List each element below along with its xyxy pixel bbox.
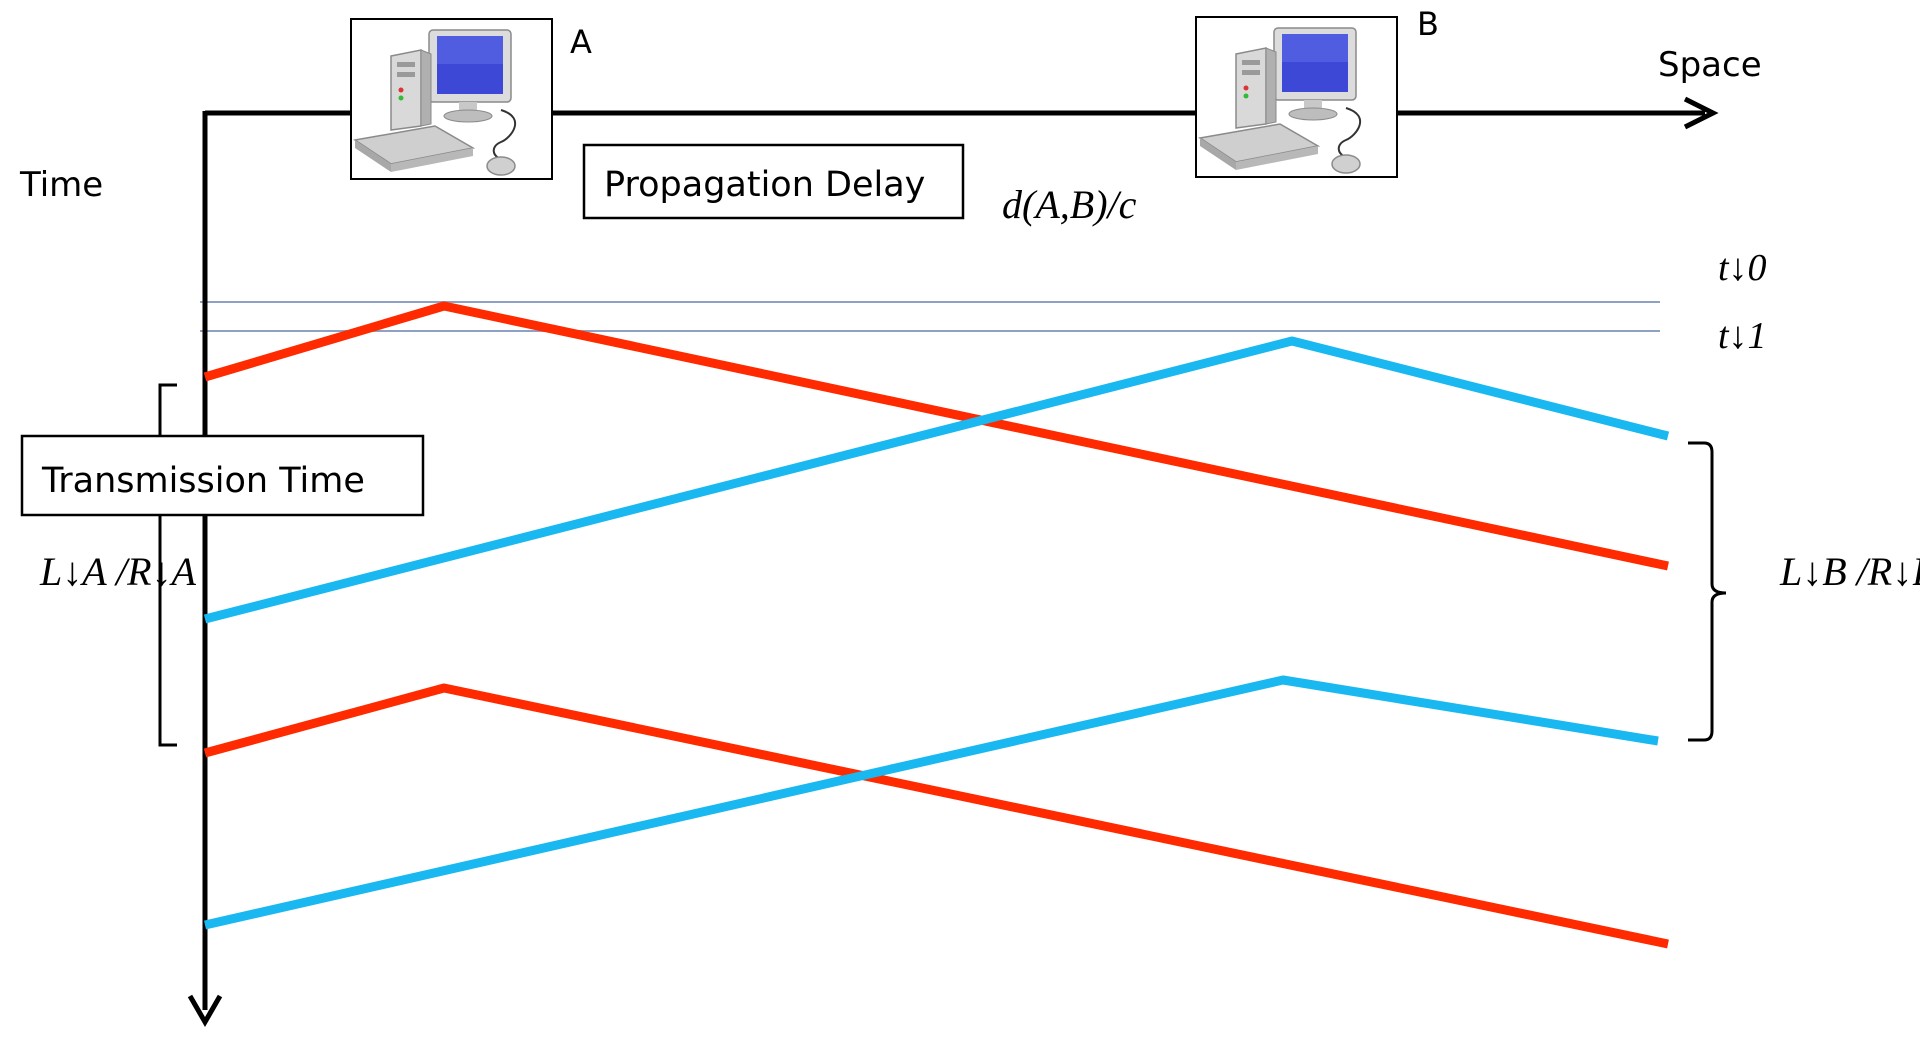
propagation-delay-box: Propagation Delay	[582, 143, 965, 220]
transmission-time-b-formula: L↓B /R↓B	[1779, 549, 1920, 594]
propagation-delay-label: Propagation Delay	[604, 165, 925, 205]
transmission-time-a-formula: L↓A /R↓A	[39, 549, 197, 594]
host-a-computer-icon	[350, 18, 553, 180]
host-b-signal-1	[203, 336, 1670, 624]
host-a-signal-2	[203, 683, 1669, 949]
space-axis-label: Space	[1658, 45, 1762, 85]
time-axis-label: Time	[19, 165, 103, 205]
transmission-time-box: Transmission Time	[20, 434, 425, 517]
host-b-computer-icon	[1195, 16, 1398, 178]
transmission-time-brace-b	[1688, 441, 1727, 742]
propagation-delay-formula: d(A,B)/c	[1002, 182, 1137, 227]
time-axis	[187, 111, 223, 1028]
t1-label: t↓1	[1718, 315, 1767, 357]
t0-label: t↓0	[1718, 247, 1767, 289]
host-b-label: B	[1417, 5, 1439, 43]
transmission-time-bracket-a	[158, 383, 177, 747]
host-a-signal-1	[203, 301, 1669, 571]
transmission-time-label: Transmission Time	[41, 461, 365, 501]
host-b-signal-2	[204, 675, 1659, 930]
host-a-label: A	[570, 23, 592, 61]
